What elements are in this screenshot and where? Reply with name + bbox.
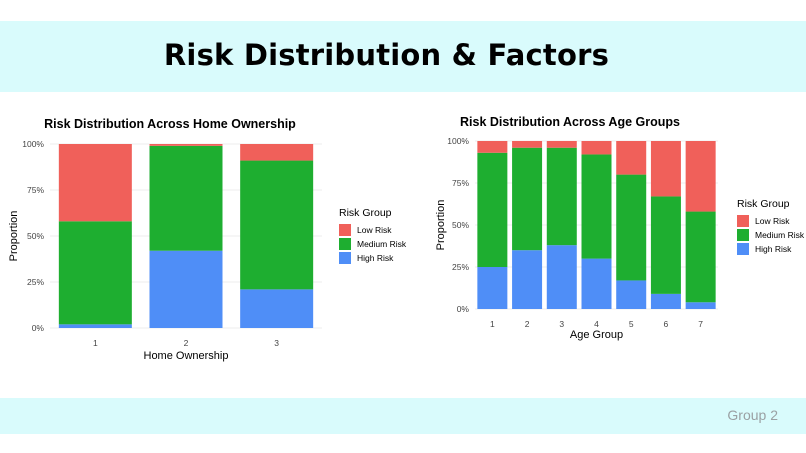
x-tick-label: 2: [184, 338, 189, 348]
bar-segment-medium-risk: [685, 211, 716, 303]
bar-segment-high-risk: [650, 293, 681, 309]
y-tick-label: 0%: [457, 304, 470, 314]
legend-label: Low Risk: [755, 216, 790, 226]
bar-segment-low-risk: [685, 141, 716, 212]
legend-title: Risk Group: [339, 207, 392, 219]
footer-band: [0, 398, 806, 434]
y-axis-label: Proportion: [435, 200, 447, 251]
home-ownership-chart: 0% 25% 50% 75% 100% 1 2 3 Risk Distribution Acro…: [8, 117, 407, 362]
bar-segment-low-risk: [616, 141, 647, 175]
slide-title: Risk Distribution & Factors: [163, 38, 610, 72]
chart-title: Risk Distribution Across Age Groups: [460, 115, 680, 129]
y-axis-label: Proportion: [8, 211, 20, 262]
legend-label: Medium Risk: [755, 230, 805, 240]
y-tick-label: 25%: [452, 262, 469, 272]
x-tick-label: 1: [93, 338, 98, 348]
bar-segment-high-risk: [477, 267, 508, 309]
bar-segment-low-risk: [58, 144, 132, 222]
bar-segment-medium-risk: [240, 160, 314, 290]
bar-segment-low-risk: [240, 144, 314, 161]
bar-segment-low-risk: [149, 144, 223, 146]
y-tick-label: 100%: [22, 139, 44, 149]
legend-swatch: [737, 229, 749, 241]
x-tick-label: 3: [274, 338, 279, 348]
title-band: [0, 21, 806, 92]
x-tick-label: 7: [698, 319, 703, 329]
bar-segment-high-risk: [581, 258, 612, 309]
bar-segment-high-risk: [685, 302, 716, 309]
y-tick-label: 25%: [27, 277, 44, 287]
y-tick-label: 100%: [447, 136, 469, 146]
bar-segment-low-risk: [546, 141, 577, 148]
bar-segment-medium-risk: [58, 221, 132, 325]
x-tick-label: 1: [490, 319, 495, 329]
legend-title: Risk Group: [737, 198, 790, 210]
legend-swatch: [737, 215, 749, 227]
bar-segment-high-risk: [616, 280, 647, 309]
bar-segment-medium-risk: [546, 147, 577, 246]
bar-segment-high-risk: [512, 250, 543, 309]
legend-swatch: [339, 238, 351, 250]
x-axis-label: Age Group: [570, 329, 623, 341]
bar-segment-medium-risk: [149, 145, 223, 251]
legend-swatch: [737, 243, 749, 255]
y-tick-label: 75%: [452, 178, 469, 188]
bar-segment-low-risk: [650, 141, 681, 197]
y-tick-label: 75%: [27, 185, 44, 195]
legend-label: High Risk: [357, 253, 394, 263]
bar-segment-high-risk: [149, 250, 223, 328]
footer-label: Group 2: [727, 407, 778, 423]
legend-swatch: [339, 252, 351, 264]
y-tick-label: 0%: [32, 323, 45, 333]
x-tick-label: 4: [594, 319, 599, 329]
bar-segment-high-risk: [546, 245, 577, 309]
legend-label: High Risk: [755, 244, 792, 254]
bar-segment-medium-risk: [512, 147, 543, 251]
x-tick-label: 3: [559, 319, 564, 329]
x-tick-label: 2: [525, 319, 530, 329]
y-tick-label: 50%: [27, 231, 44, 241]
bar-segment-medium-risk: [616, 174, 647, 281]
y-tick-label: 50%: [452, 220, 469, 230]
bar-segment-medium-risk: [581, 154, 612, 259]
legend-label: Low Risk: [357, 225, 392, 235]
x-tick-label: 6: [664, 319, 669, 329]
legend-swatch: [339, 224, 351, 236]
bar-segment-low-risk: [477, 141, 508, 153]
bar-segment-medium-risk: [477, 152, 508, 267]
bar-segment-high-risk: [58, 324, 132, 328]
bar-segment-high-risk: [240, 289, 314, 328]
bar-segment-low-risk: [581, 141, 612, 155]
x-axis-label: Home Ownership: [144, 350, 229, 362]
age-group-chart: 0% 25% 50% 75% 100% 1 2 3 4 5 6 7 Risk Distribution …: [435, 115, 805, 341]
bar-segment-medium-risk: [650, 196, 681, 294]
x-tick-label: 5: [629, 319, 634, 329]
bar-segment-low-risk: [512, 141, 543, 148]
legend-label: Medium Risk: [357, 239, 407, 249]
chart-title: Risk Distribution Across Home Ownership: [44, 117, 296, 131]
